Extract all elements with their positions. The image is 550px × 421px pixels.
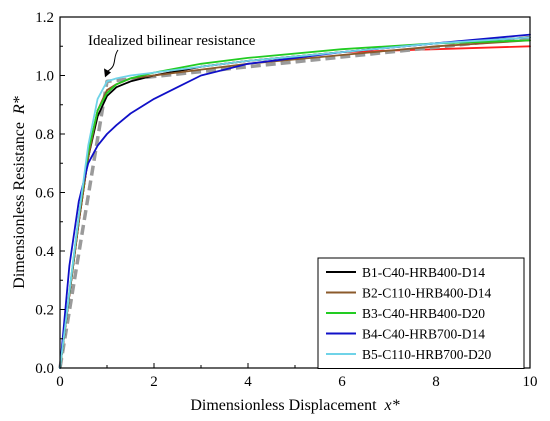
y-tick-label: 1.0 bbox=[35, 69, 54, 85]
x-tick-label: 6 bbox=[338, 374, 346, 390]
y-tick-label: 0.8 bbox=[35, 127, 54, 143]
legend-label: B1-C40-HRB400-D14 bbox=[362, 265, 485, 280]
x-axis-variable: x* bbox=[384, 397, 400, 414]
y-axis-title: Dimensionless Resistance R* bbox=[11, 96, 28, 288]
legend-label: B2-C110-HRB400-D14 bbox=[362, 286, 492, 301]
legend-label: B5-C110-HRB700-D20 bbox=[362, 347, 492, 362]
x-tick-label: 8 bbox=[432, 374, 440, 390]
annotation-arrowhead bbox=[104, 68, 111, 78]
x-axis-title-text: Dimensionless Displacement bbox=[190, 397, 377, 414]
legend-items: B1-C40-HRB400-D14 B2-C110-HRB400-D14 B3-C4… bbox=[326, 265, 492, 362]
y-axis-variable: R* bbox=[11, 96, 28, 115]
legend: B1-C40-HRB400-D14 B2-C110-HRB400-D14 B3-C4… bbox=[317, 257, 525, 369]
annotation-text: Idealized bilinear resistance bbox=[88, 33, 256, 49]
x-tick-label: 4 bbox=[244, 374, 252, 390]
x-tick-label: 0 bbox=[56, 374, 64, 390]
annotation: Idealized bilinear resistance bbox=[88, 33, 256, 78]
y-axis-title-text: Dimensionless Resistance bbox=[11, 122, 28, 289]
x-tick-label: 10 bbox=[523, 374, 538, 390]
series-layer bbox=[58, 33, 531, 369]
ticks-layer: 0 2 4 6 8 10 0.0 0.2 0.4 0.6 0.8 1.0 1.2 bbox=[35, 10, 537, 390]
y-tick-label: 0.2 bbox=[35, 303, 54, 319]
y-tick-label: 0.4 bbox=[35, 244, 54, 260]
series-line bbox=[59, 36, 531, 369]
legend-label: B4-C40-HRB700-D14 bbox=[362, 327, 485, 342]
x-axis-title: Dimensionless Displacement x* bbox=[190, 397, 399, 414]
annotation-arrow bbox=[106, 49, 119, 72]
y-tick-label: 0.6 bbox=[35, 186, 54, 202]
x-tick-label: 2 bbox=[150, 374, 158, 390]
legend-label: B3-C40-HRB400-D20 bbox=[362, 306, 485, 321]
y-tick-label: 0.0 bbox=[35, 361, 54, 377]
y-tick-label: 1.2 bbox=[35, 10, 54, 26]
